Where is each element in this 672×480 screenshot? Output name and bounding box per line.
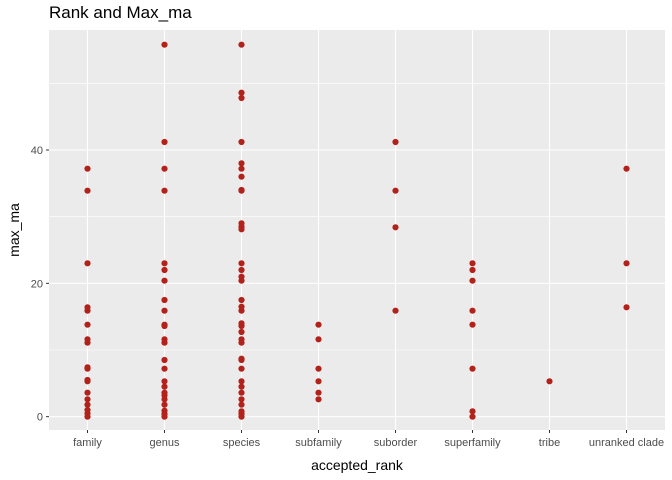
data-point	[84, 396, 91, 403]
data-point	[392, 307, 399, 314]
data-point	[238, 389, 245, 396]
data-point	[469, 307, 476, 314]
x-tick-label: suborder	[374, 437, 418, 449]
data-point	[238, 303, 245, 310]
data-point	[84, 165, 91, 172]
x-tick-label: species	[223, 437, 261, 449]
data-point	[238, 396, 245, 403]
data-point	[161, 187, 168, 194]
data-point	[469, 321, 476, 328]
data-point	[315, 321, 322, 328]
data-point	[84, 389, 91, 396]
data-point	[238, 296, 245, 304]
data-point	[161, 336, 168, 343]
axes: 0 20 40 family genus species subfamily suborder…	[31, 145, 664, 449]
data-point	[238, 260, 245, 267]
x-tick-label: unranked clade	[589, 437, 664, 449]
data-point	[161, 407, 168, 414]
data-point	[392, 187, 399, 194]
x-tick-label: genus	[150, 437, 180, 449]
chart-title: Rank and Max_ma	[49, 3, 192, 22]
data-point	[238, 378, 245, 385]
data-point	[469, 413, 476, 420]
data-point	[315, 378, 322, 385]
data-point	[161, 389, 168, 396]
data-point	[238, 220, 245, 227]
data-point	[469, 277, 476, 284]
data-point	[84, 401, 91, 408]
data-point	[469, 365, 476, 372]
data-point	[161, 378, 168, 385]
data-point	[238, 89, 245, 96]
data-point	[392, 138, 399, 146]
data-point	[161, 138, 168, 146]
data-point	[161, 356, 168, 364]
data-point	[84, 376, 91, 384]
data-point	[84, 321, 91, 328]
data-point	[546, 378, 553, 385]
x-tick-label: superfamily	[444, 437, 501, 449]
data-point	[315, 389, 322, 396]
data-point	[238, 365, 245, 372]
y-tick-label: 40	[31, 145, 43, 157]
data-point	[238, 383, 245, 390]
data-point	[315, 365, 322, 372]
data-point	[84, 364, 91, 371]
y-tick-label: 20	[31, 278, 43, 290]
data-point	[392, 224, 399, 231]
data-point	[161, 307, 168, 314]
data-point	[238, 355, 245, 362]
x-tick-label: family	[73, 437, 102, 449]
data-point	[84, 304, 91, 311]
data-point	[161, 296, 168, 304]
data-point	[84, 187, 91, 194]
data-point	[84, 406, 91, 414]
y-axis-title: max_ma	[6, 203, 22, 257]
data-point	[84, 260, 91, 267]
data-point	[161, 165, 168, 172]
data-point	[238, 336, 245, 343]
data-point	[238, 186, 245, 194]
data-point	[238, 94, 245, 102]
data-point	[84, 336, 91, 343]
data-point	[469, 408, 476, 415]
data-point	[238, 165, 245, 172]
data-point	[238, 273, 245, 280]
data-point	[315, 396, 322, 403]
data-point	[161, 383, 168, 390]
x-axis-title: accepted_rank	[311, 457, 404, 473]
data-point	[238, 173, 245, 180]
data-point	[161, 41, 168, 48]
data-point	[161, 260, 168, 267]
data-point	[161, 365, 168, 372]
panel-background	[49, 30, 665, 430]
data-point	[238, 266, 245, 274]
data-point	[161, 277, 168, 284]
data-point	[238, 138, 245, 146]
y-tick-label: 0	[37, 412, 43, 424]
x-tick-label: subfamily	[295, 437, 342, 449]
data-point	[238, 320, 245, 327]
data-point	[161, 401, 168, 408]
data-point	[623, 165, 630, 172]
data-points	[84, 41, 630, 420]
data-point	[623, 260, 630, 267]
data-point	[161, 266, 168, 274]
data-point	[238, 408, 245, 415]
data-point	[238, 401, 245, 408]
data-point	[238, 160, 245, 167]
data-point	[469, 266, 476, 274]
x-tick-label: tribe	[539, 437, 560, 449]
data-point	[238, 41, 245, 48]
data-point	[623, 304, 630, 311]
data-point	[161, 321, 168, 328]
data-point	[469, 260, 476, 267]
data-point	[238, 328, 245, 336]
data-point	[315, 336, 322, 343]
